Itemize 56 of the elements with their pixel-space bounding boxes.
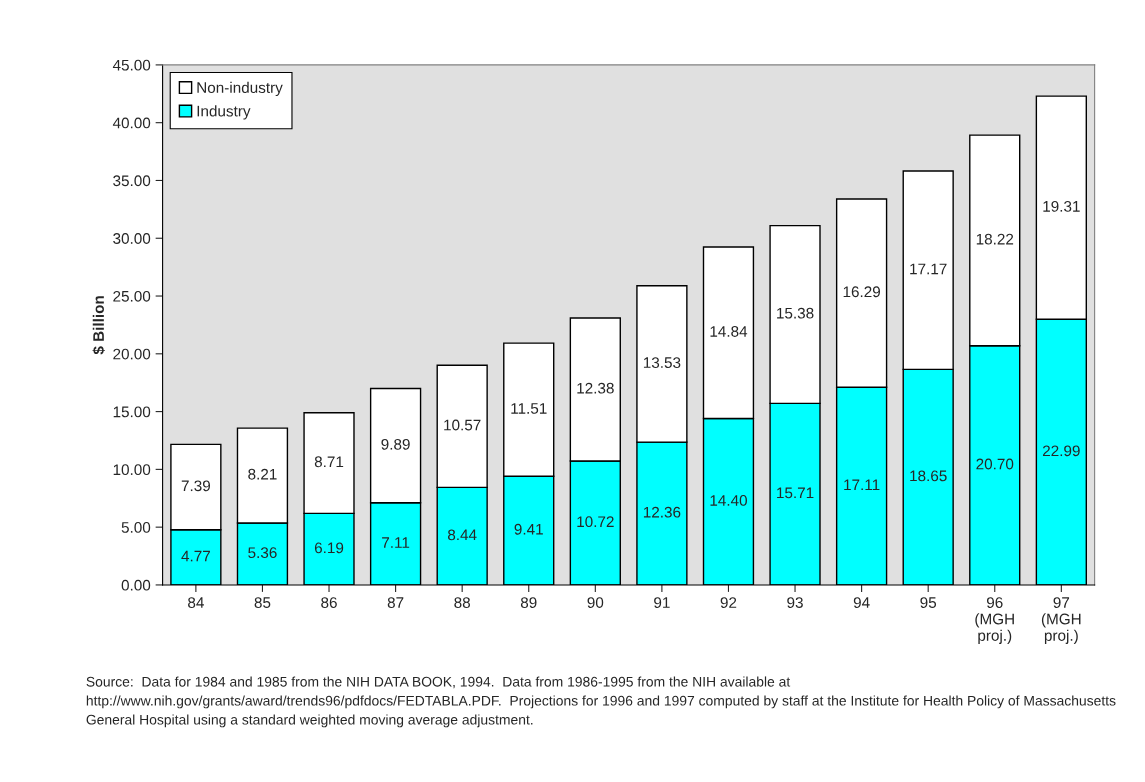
data-label: 15.71 (777, 487, 814, 499)
data-label: 18.22 (976, 233, 1014, 245)
data-label: 13.53 (643, 357, 681, 369)
data-label: 9.89 (381, 438, 410, 450)
data-label: 10.72 (577, 516, 614, 528)
data-label: 6.19 (314, 542, 344, 554)
y-tick-label: 35.00 (113, 175, 151, 187)
data-label: 20.70 (976, 458, 1014, 470)
data-label: 15.38 (777, 307, 814, 319)
x-tick-label: 90 (587, 597, 604, 608)
data-label: 12.38 (577, 382, 614, 394)
data-label: 8.44 (447, 529, 477, 541)
data-label: 10.57 (444, 419, 481, 431)
y-tick-label: 0.00 (121, 579, 151, 591)
data-label: 7.39 (181, 480, 211, 492)
data-label: 16.29 (843, 286, 881, 298)
x-tick-label: 87 (387, 597, 404, 608)
x-tick-label: 96 (MGH proj.) (975, 597, 1014, 644)
data-label: 17.17 (910, 263, 947, 275)
legend-label: Non-industry (197, 81, 283, 97)
y-tick-label: 10.00 (113, 464, 151, 476)
data-label: 7.11 (382, 537, 410, 548)
x-tick-label: 92 (720, 597, 737, 608)
y-axis-title: $ Billion (92, 296, 105, 355)
data-label: 4.77 (181, 550, 210, 562)
source-note: Source: Data for 1984 and 1985 from the NIH DATA BOOK, 1994. Data from 1986-1995 from the NIH available at http://www.nih.gov/grants/award/trends96/pdfdocs/FEDTABLA.PDF. Projections for 1996 and 1997 computed by staff at the Institute for Health Policy of Massachusetts General Hospital using a standard weighted moving average adjustment. (86, 676, 1116, 728)
x-tick-label: 91 (654, 597, 670, 608)
x-tick-label: 89 (520, 597, 537, 608)
x-tick-label: 97 (MGH proj.) (1041, 597, 1081, 644)
data-label: 5.36 (248, 547, 277, 559)
data-label: 12.36 (643, 506, 681, 518)
data-label: 22.99 (1042, 445, 1080, 457)
x-tick-label: 94 (853, 597, 870, 608)
y-tick-label: 15.00 (113, 406, 151, 418)
data-label: 8.21 (248, 468, 277, 480)
x-tick-label: 85 (254, 597, 271, 608)
x-tick-label: 86 (321, 597, 337, 608)
y-tick-label: 25.00 (113, 290, 151, 302)
x-tick-label: 93 (787, 597, 803, 608)
data-label: 8.71 (314, 456, 344, 468)
data-label: 9.41 (514, 523, 543, 535)
y-tick-label: 5.00 (121, 522, 151, 533)
x-tick-label: 88 (454, 597, 470, 608)
data-label: 17.11 (844, 479, 880, 491)
data-label: 19.31 (1043, 200, 1080, 212)
y-tick-label: 30.00 (113, 233, 151, 244)
y-tick-label: 20.00 (113, 348, 151, 360)
data-label: 18.65 (910, 470, 947, 482)
x-tick-label: 84 (188, 597, 204, 608)
y-tick-label: 40.00 (112, 117, 151, 129)
data-label: 11.51 (511, 403, 547, 414)
data-label: 14.40 (710, 495, 747, 506)
y-tick-label: 45.00 (112, 59, 151, 71)
x-tick-label: 95 (920, 597, 937, 608)
legend-label: Industry (197, 105, 251, 120)
data-label: 14.84 (710, 326, 748, 337)
